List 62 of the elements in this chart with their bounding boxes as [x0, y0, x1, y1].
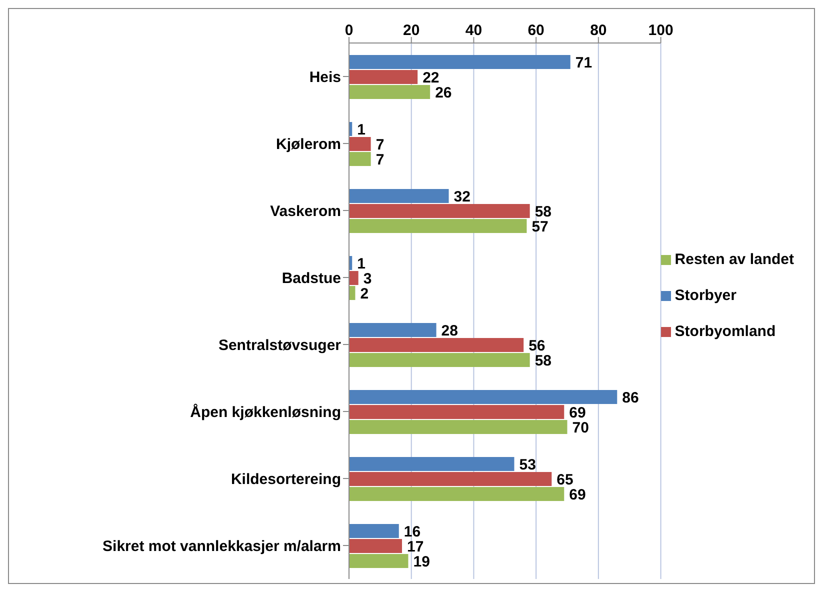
legend-label: Storbyomland	[674, 323, 776, 340]
bar	[349, 524, 399, 538]
legend-label: Storbyer	[674, 287, 736, 304]
data-label: 32	[454, 188, 470, 206]
data-label: 7	[376, 151, 384, 168]
y-tick-label: Heis	[309, 68, 341, 86]
bar	[349, 189, 449, 203]
data-label: 69	[569, 486, 586, 504]
x-tick-label: 20	[403, 22, 420, 39]
data-label: 53	[519, 456, 536, 474]
data-label: 70	[572, 419, 589, 436]
bar	[349, 85, 430, 99]
y-tick-label: Åpen kjøkkenløsning	[190, 402, 341, 421]
data-label: 28	[441, 322, 458, 340]
bar	[349, 137, 371, 151]
x-tick-label: 80	[590, 22, 607, 39]
data-label: 58	[534, 203, 552, 220]
data-label: 57	[532, 218, 548, 236]
data-label: 71	[575, 54, 592, 72]
bar	[349, 487, 564, 501]
data-label: 19	[413, 553, 430, 570]
bar	[349, 219, 527, 233]
bar	[349, 539, 402, 553]
data-label: 2	[360, 285, 369, 302]
data-label: 26	[435, 84, 452, 102]
x-tick-label: 100	[648, 22, 674, 39]
bar	[349, 152, 371, 166]
data-label: 22	[422, 69, 440, 86]
data-label: 1	[357, 255, 366, 272]
y-tick-label: Kjølerom	[276, 136, 341, 153]
bar	[349, 55, 570, 69]
y-tick-label: Vaskerom	[270, 202, 341, 220]
data-label: 86	[622, 389, 639, 406]
bar	[349, 338, 524, 352]
bar	[349, 271, 358, 285]
y-tick-label: Kildesortereing	[230, 470, 341, 488]
bar	[349, 420, 568, 434]
y-tick-label: Sikret mot vannlekkasjer m/alarm	[102, 538, 341, 555]
x-tick-label: 0	[344, 22, 354, 39]
bar	[349, 353, 530, 367]
data-label: 1	[357, 121, 366, 138]
bar	[349, 204, 530, 218]
bar	[349, 472, 552, 486]
y-tick-label: Badstue	[282, 270, 341, 287]
data-label: 3	[363, 270, 372, 288]
data-label: 65	[556, 471, 574, 488]
data-label: 7	[376, 136, 384, 154]
data-label: 56	[528, 337, 546, 354]
y-tick-label: Sentralstøvsuger	[218, 336, 342, 354]
bar	[349, 405, 564, 419]
bar	[349, 554, 408, 568]
data-label: 16	[404, 523, 421, 540]
bar	[349, 457, 514, 471]
legend-label: Resten av landet	[674, 251, 794, 268]
data-label: 17	[407, 538, 424, 556]
data-label: 58	[534, 352, 552, 370]
bar	[349, 70, 418, 84]
data-label: 69	[569, 404, 586, 422]
x-tick-label: 40	[465, 22, 482, 39]
bar	[349, 390, 618, 404]
bar	[349, 323, 436, 337]
x-tick-label: 60	[528, 22, 544, 39]
